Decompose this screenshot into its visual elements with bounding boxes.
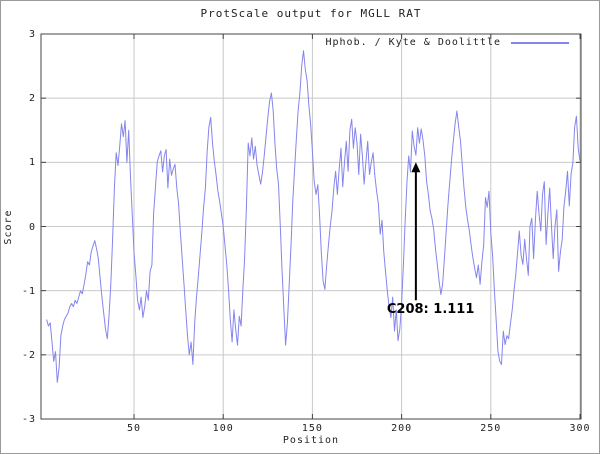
- x-tick-label: 300: [569, 423, 591, 434]
- hydrophobicity-curve: [46, 50, 581, 383]
- x-axis-label: Position: [282, 435, 340, 446]
- x-tick-label: 200: [391, 423, 413, 434]
- x-tick-label: 150: [301, 423, 323, 434]
- y-tick-label: 0: [28, 221, 36, 233]
- chart-title: ProtScale output for MGLL RAT: [200, 7, 422, 20]
- y-tick-label: 1: [28, 157, 36, 169]
- y-tick-label: -2: [21, 349, 36, 361]
- x-tick-label: 250: [480, 423, 502, 434]
- legend: Hphob. / Kyte & Doolittle: [325, 37, 569, 48]
- y-tick-label: 3: [28, 29, 36, 40]
- legend-label: Hphob. / Kyte & Doolittle: [325, 37, 501, 48]
- x-tick-label: 50: [126, 423, 142, 434]
- y-tick-label: 2: [28, 93, 36, 105]
- x-tick-label: 100: [212, 423, 234, 434]
- y-tick-label: -1: [21, 285, 36, 297]
- y-tick-label: -3: [21, 414, 36, 425]
- annotation-label: C208: 1.111: [386, 302, 475, 318]
- legend-line-sample: [511, 41, 569, 44]
- annotation-arrow-head: [411, 162, 421, 173]
